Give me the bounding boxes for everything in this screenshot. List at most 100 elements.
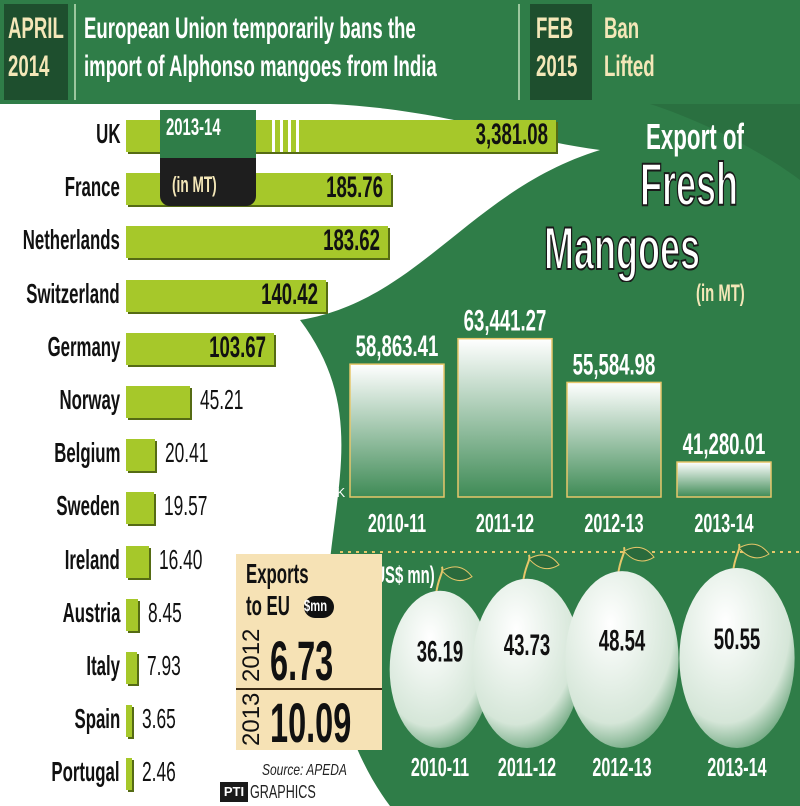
eu-value-2013-text: 10.09: [270, 691, 352, 754]
country-value-label: 2.46: [142, 756, 197, 788]
country-label-text: Belgium: [53, 437, 120, 469]
mt-category-label: 2010-11: [368, 508, 426, 538]
lift-year: 2015: [536, 50, 578, 83]
lift-month: FEB: [536, 12, 574, 45]
country-chart-year-text: 2013-14: [166, 114, 221, 141]
eu-value-2012: 6.73: [270, 628, 379, 693]
country-value-text: 103.67: [208, 330, 266, 364]
country-label-text: UK: [95, 118, 120, 149]
eu-unit-text: $mn: [304, 598, 328, 615]
ban-year: 2014: [8, 50, 50, 83]
country-label: Portugal: [6, 756, 120, 788]
country-value-label: 3,381.08: [431, 118, 548, 152]
country-value-text: 16.40: [159, 543, 203, 575]
country-bar: [126, 705, 132, 738]
country-label-text: Spain: [74, 703, 120, 735]
usd-value-label: 36.19: [417, 635, 464, 669]
mango-stem-icon: [617, 546, 626, 576]
country-bar: [126, 226, 388, 259]
source-text: Source: APEDA: [262, 762, 347, 779]
pti-logo: PTI: [220, 782, 248, 802]
country-value-label: 103.67: [174, 331, 266, 365]
mango-bar: [389, 590, 491, 749]
mt-value-label: 55,584.98: [573, 348, 656, 382]
country-label: Switzerland: [0, 278, 120, 310]
eu-unit-badge: $mn: [304, 596, 334, 618]
graphics-credit: GRAPHICS: [250, 782, 344, 803]
country-label-text: Ireland: [64, 543, 120, 575]
country-chart-tag-green: [160, 110, 256, 158]
eu-value-2013: 10.09: [270, 690, 410, 755]
country-label: Sweden: [14, 490, 120, 522]
country-value-text: 140.42: [261, 277, 319, 311]
country-value-text: 3.65: [142, 703, 176, 735]
mango-leaf-icon: [528, 554, 560, 570]
mango-stem-icon: [522, 554, 531, 583]
usd-category-label: 2012-13: [592, 752, 651, 782]
country-bar: [126, 279, 327, 312]
country-bar: [126, 386, 191, 418]
axis-break-mark: [296, 120, 299, 152]
country-label: UK: [80, 118, 120, 150]
mt-value-label: 63,441.27: [464, 304, 547, 338]
country-value-label: 45.21: [200, 384, 270, 416]
country-label-text: Switzerland: [26, 277, 120, 309]
mt-bar: [457, 337, 553, 498]
eu-title-line2-text: to EU: [246, 590, 290, 621]
country-value-label: 183.62: [288, 224, 380, 258]
mango-bar: [565, 571, 679, 748]
mango-stem-icon: [732, 543, 741, 573]
country-label: Italy: [64, 650, 120, 682]
ban-description: European Union temporarily bans the impo…: [84, 10, 653, 86]
mt-bar: [349, 363, 445, 498]
country-bar: [126, 492, 154, 525]
mt-axis-label: 50K: [322, 485, 345, 500]
usd-category-label: 2013-14: [707, 752, 766, 782]
country-label: Belgium: [10, 437, 120, 469]
country-label-text: Norway: [59, 384, 120, 415]
country-value-label: 3.65: [142, 703, 197, 735]
country-label-text: Sweden: [56, 490, 120, 522]
eu-exports-box: Exports to EU $mn 2012 6.73 2013 10.09: [236, 554, 382, 754]
title-unit-text: (in MT): [696, 280, 745, 307]
country-label-text: Germany: [47, 330, 120, 362]
country-label-text: France: [64, 171, 120, 203]
usd-category-label: 2010-11: [411, 752, 469, 782]
eu-year-2012: 2012: [238, 629, 266, 682]
eu-title-line1-text: Exports: [246, 558, 309, 589]
country-value-label: 19.57: [164, 490, 234, 522]
divider: [74, 4, 76, 100]
country-label: France: [28, 171, 120, 203]
eu-divider: [236, 688, 382, 690]
country-value-label: 7.93: [147, 650, 202, 682]
country-chart-unit-text: (in MT): [172, 172, 217, 197]
mango-leaf-icon: [441, 566, 473, 582]
ban-text-line2: import of Alphonso mangoes from India: [84, 50, 437, 83]
ban-date: APRIL 2014: [8, 10, 98, 86]
mt-bar: [676, 461, 772, 498]
country-label: Norway: [19, 384, 120, 416]
eu-title-line1: Exports: [246, 558, 350, 590]
mt-category-label: 2012-13: [584, 508, 643, 538]
country-value-label: 20.41: [165, 437, 235, 469]
eu-year-2013: 2013: [238, 693, 266, 746]
country-value-label: 185.76: [291, 171, 383, 205]
title-line2: Fresh: [639, 150, 800, 219]
lift-description: Ban Lifted: [604, 10, 686, 86]
axis-break-mark: [288, 120, 291, 152]
usd-value-label: 48.54: [599, 624, 646, 658]
country-chart-unit: (in MT): [172, 172, 244, 198]
country-bar: [126, 332, 274, 365]
country-value-label: 140.42: [227, 277, 319, 312]
country-value-text: 3,381.08: [475, 118, 548, 151]
mango-bar: [472, 578, 582, 748]
country-value-text: 45.21: [200, 384, 244, 415]
country-label: Netherlands: [0, 224, 120, 256]
mt-chart-group: 50K 58,863.41 2010-11 63,441.27 2011-12 55,58…: [322, 304, 772, 538]
country-bar: [126, 439, 156, 472]
mt-category-label: 2013-14: [694, 508, 753, 538]
mt-value-label: 58,863.41: [356, 330, 439, 364]
country-value-text: 7.93: [147, 650, 182, 681]
